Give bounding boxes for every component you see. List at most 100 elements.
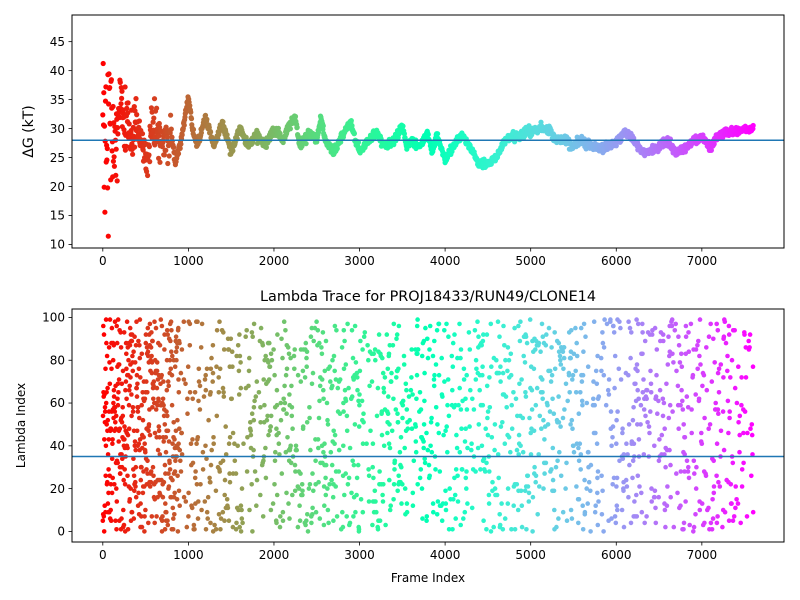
scatter-point	[678, 469, 684, 474]
scatter-point	[446, 413, 452, 419]
scatter-point	[652, 325, 658, 331]
scatter-point	[586, 479, 592, 485]
scatter-point	[614, 503, 620, 509]
scatter-point	[495, 319, 501, 325]
scatter-point	[727, 409, 732, 414]
scatter-point	[592, 509, 598, 515]
scatter-point	[540, 334, 546, 340]
scatter-point	[268, 424, 274, 429]
scatter-point	[636, 437, 642, 442]
scatter-point	[212, 522, 217, 528]
scatter-point	[105, 479, 110, 485]
scatter-point	[726, 323, 732, 329]
scatter-point	[247, 355, 252, 361]
scatter-point	[141, 435, 146, 440]
scatter-point	[606, 392, 612, 397]
scatter-point	[325, 486, 330, 491]
scatter-point	[339, 345, 345, 350]
scatter-point	[131, 456, 136, 462]
scatter-point	[581, 349, 586, 355]
scatter-point	[238, 503, 244, 509]
scatter-point	[746, 338, 751, 344]
scatter-point	[644, 387, 650, 393]
scatter-point	[145, 349, 151, 355]
scatter-point	[696, 396, 702, 402]
scatter-point	[217, 366, 223, 372]
scatter-point	[337, 377, 343, 382]
scatter-point	[720, 524, 725, 530]
scatter-point	[204, 366, 210, 372]
scatter-point	[117, 426, 123, 432]
scatter-point	[103, 366, 108, 372]
scatter-point	[610, 435, 615, 440]
scatter-point	[164, 328, 170, 333]
scatter-point	[354, 475, 360, 481]
scatter-point	[357, 368, 363, 374]
scatter-point	[470, 396, 475, 402]
scatter-point	[399, 464, 404, 470]
scatter-point	[749, 422, 755, 427]
scatter-point	[686, 475, 692, 481]
scatter-point	[467, 424, 472, 429]
scatter-point	[148, 469, 154, 474]
scatter-point	[680, 398, 685, 404]
scatter-point	[671, 524, 677, 530]
scatter-point	[139, 524, 145, 530]
scatter-point	[502, 441, 508, 447]
scatter-point	[133, 494, 139, 500]
scatter-point	[640, 390, 646, 395]
scatter-point	[150, 338, 155, 344]
scatter-point	[530, 494, 536, 500]
scatter-point	[595, 490, 600, 496]
scatter-point	[145, 458, 150, 464]
scatter-point	[204, 509, 210, 515]
scatter-point	[238, 529, 244, 534]
scatter-point	[392, 458, 398, 464]
scatter-point	[440, 394, 445, 399]
scatter-point	[380, 492, 385, 498]
scatter-point	[595, 469, 601, 474]
scatter-point	[625, 452, 630, 457]
scatter-point	[436, 430, 442, 436]
scatter-point	[585, 364, 591, 370]
scatter-point	[709, 527, 715, 532]
scatter-point	[697, 507, 703, 513]
scatter-point	[111, 343, 117, 348]
scatter-point	[332, 432, 338, 438]
scatter-point	[348, 118, 354, 124]
scatter-point	[483, 426, 489, 432]
scatter-point	[665, 484, 670, 489]
scatter-point	[647, 430, 652, 436]
scatter-point	[203, 387, 209, 393]
scatter-point	[617, 319, 622, 325]
scatter-point	[498, 424, 504, 429]
scatter-point	[142, 396, 148, 402]
scatter-point	[489, 364, 494, 370]
scatter-point	[263, 475, 269, 481]
scatter-point	[227, 435, 233, 440]
scatter-point	[154, 368, 160, 374]
scatter-point	[481, 332, 486, 337]
scatter-point	[169, 349, 174, 355]
scatter-point	[649, 499, 654, 504]
scatter-point	[614, 484, 619, 489]
scatter-point	[502, 343, 507, 348]
scatter-point	[226, 441, 232, 447]
scatter-point	[296, 486, 302, 491]
scatter-point	[484, 460, 489, 466]
scatter-point	[473, 377, 479, 382]
scatter-point	[243, 334, 248, 340]
scatter-point	[135, 381, 140, 387]
scatter-point	[106, 437, 112, 442]
scatter-point	[441, 432, 446, 438]
scatter-point	[390, 343, 396, 348]
scatter-point	[146, 428, 151, 434]
scatter-point	[109, 490, 115, 496]
scatter-point	[653, 520, 659, 526]
scatter-point	[113, 518, 118, 523]
scatter-point	[299, 143, 305, 149]
scatter-point	[161, 402, 166, 408]
scatter-point	[192, 475, 198, 481]
scatter-point	[163, 501, 168, 506]
scatter-point	[675, 490, 680, 496]
